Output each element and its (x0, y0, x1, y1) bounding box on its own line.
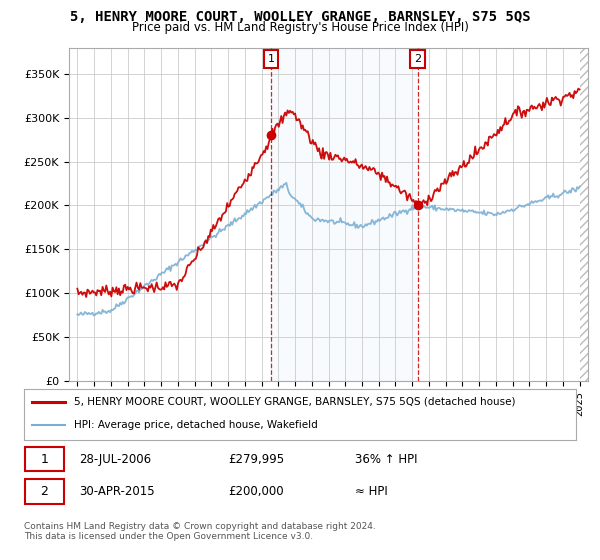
Text: 5, HENRY MOORE COURT, WOOLLEY GRANGE, BARNSLEY, S75 5QS: 5, HENRY MOORE COURT, WOOLLEY GRANGE, BA… (70, 10, 530, 24)
Text: £279,995: £279,995 (228, 452, 284, 465)
Text: £200,000: £200,000 (228, 485, 284, 498)
Text: 1: 1 (40, 452, 49, 465)
Text: ≈ HPI: ≈ HPI (355, 485, 388, 498)
Text: 36% ↑ HPI: 36% ↑ HPI (355, 452, 418, 465)
Text: 2: 2 (414, 54, 421, 64)
Text: 28-JUL-2006: 28-JUL-2006 (79, 452, 151, 465)
FancyBboxPatch shape (25, 447, 64, 471)
Text: 5, HENRY MOORE COURT, WOOLLEY GRANGE, BARNSLEY, S75 5QS (detached house): 5, HENRY MOORE COURT, WOOLLEY GRANGE, BA… (74, 397, 515, 407)
Text: Price paid vs. HM Land Registry's House Price Index (HPI): Price paid vs. HM Land Registry's House … (131, 21, 469, 34)
FancyBboxPatch shape (25, 479, 64, 503)
Text: 30-APR-2015: 30-APR-2015 (79, 485, 155, 498)
Text: 2: 2 (40, 485, 49, 498)
Bar (271, 48, 418, 381)
Text: Contains HM Land Registry data © Crown copyright and database right 2024.
This d: Contains HM Land Registry data © Crown c… (24, 522, 376, 542)
Text: 1: 1 (268, 54, 275, 64)
Bar (580, 48, 588, 381)
Text: HPI: Average price, detached house, Wakefield: HPI: Average price, detached house, Wake… (74, 421, 317, 431)
